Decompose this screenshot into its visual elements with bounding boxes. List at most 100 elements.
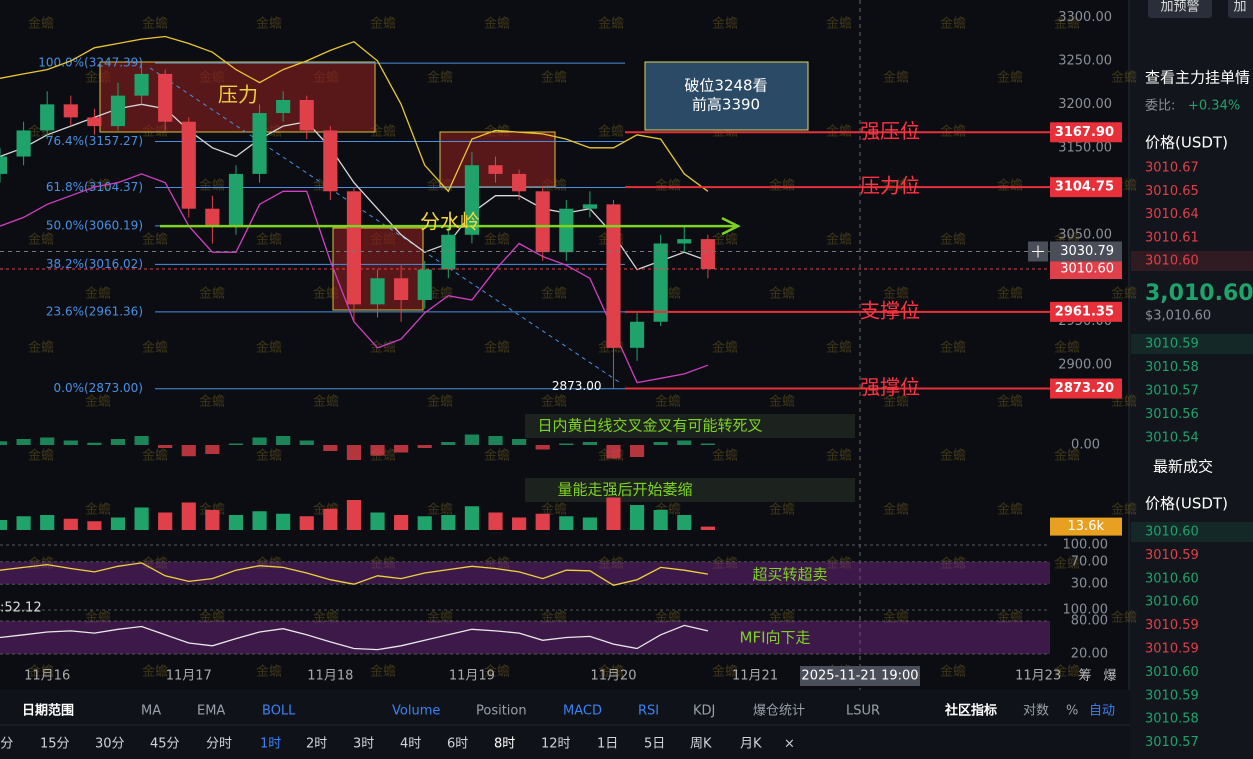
watermark: 金蟾 xyxy=(1111,70,1137,86)
macd-bar xyxy=(276,436,291,445)
row-highlight xyxy=(1131,251,1253,271)
toolbar-item[interactable]: BOLL xyxy=(262,704,296,719)
toolbar-item[interactable]: MA xyxy=(141,704,161,719)
candle-body xyxy=(252,113,267,174)
volume-bar xyxy=(559,516,574,530)
volume-bar xyxy=(630,505,645,530)
alert-button[interactable] xyxy=(1148,0,1212,18)
watermark: 金蟾 xyxy=(769,502,795,518)
watermark: 金蟾 xyxy=(199,178,225,194)
watermark: 金蟾 xyxy=(712,16,738,32)
toolbar-item[interactable]: Position xyxy=(476,704,527,719)
last-price-usd: $3,010.60 xyxy=(1145,309,1211,324)
watermark: 金蟾 xyxy=(655,394,681,410)
watermark: 金蟾 xyxy=(655,178,681,194)
fib-label: 100.0%(3247.39) xyxy=(38,56,143,70)
watermark: 金蟾 xyxy=(484,664,510,680)
timeframe[interactable]: 3时 xyxy=(353,737,374,752)
timeframe[interactable]: 0分 xyxy=(0,737,13,752)
sidebar: 3010.67 3010.65 3010.64 3010.61 3010.60 3010.… xyxy=(1131,161,1253,750)
watermark: 金蟾 xyxy=(712,232,738,248)
timeframe[interactable]: 45分 xyxy=(150,737,180,752)
watermark: 金蟾 xyxy=(370,124,396,140)
toolbar-item[interactable]: RSI xyxy=(638,704,659,719)
row-highlight xyxy=(1131,334,1253,354)
timeframe[interactable]: 1日 xyxy=(597,737,618,752)
volume-bar xyxy=(700,526,715,530)
toolbar-item[interactable]: LSUR xyxy=(846,704,880,719)
bid-price: 3010.57 xyxy=(1145,384,1199,399)
toolbar-item[interactable]: 社区指标 xyxy=(944,703,997,719)
macd-bar xyxy=(653,442,668,445)
candle-body xyxy=(582,204,597,209)
y-tick-label: 3150.00 xyxy=(1058,140,1112,155)
timeframe[interactable]: 月K xyxy=(740,737,762,752)
candle-body xyxy=(158,73,173,122)
watermark: 金蟾 xyxy=(883,178,909,194)
candle-body xyxy=(323,130,338,192)
macd-bar xyxy=(134,436,149,445)
watermark: 金蟾 xyxy=(142,664,168,680)
watermark: 金蟾 xyxy=(826,232,852,248)
trade-price: 3010.59 xyxy=(1145,618,1199,633)
macd-bar xyxy=(205,445,220,454)
watermark: 金蟾 xyxy=(28,232,54,248)
candle-body xyxy=(205,208,220,227)
timeframe[interactable]: 周K xyxy=(690,737,712,752)
candle-body xyxy=(87,117,102,127)
watermark: 金蟾 xyxy=(370,664,396,680)
toolbar-item[interactable]: % xyxy=(1066,704,1078,719)
toolbar-item[interactable]: 爆仓统计 xyxy=(753,704,805,719)
fib-label: 23.6%(2961.36) xyxy=(46,304,143,318)
level-name: 支撑位 xyxy=(860,298,920,322)
timeframe[interactable]: × xyxy=(784,737,795,752)
watermark: 金蟾 xyxy=(28,556,54,572)
toolbar-item[interactable]: Volume xyxy=(392,704,440,719)
timeframe[interactable]: 6时 xyxy=(447,737,468,752)
toolbar-item[interactable]: 对数 xyxy=(1023,704,1049,719)
watermark: 金蟾 xyxy=(142,556,168,572)
toolbar-item[interactable]: 自动 xyxy=(1089,704,1115,719)
watermark: 金蟾 xyxy=(199,286,225,302)
toolbar-item[interactable]: KDJ xyxy=(693,704,715,719)
timeframe[interactable]: 4时 xyxy=(400,737,421,752)
timeframe[interactable]: 5日 xyxy=(644,737,665,752)
y-tick-label: 30.00 xyxy=(1071,577,1108,592)
watermark: 金蟾 xyxy=(541,70,567,86)
watermark: 金蟾 xyxy=(370,16,396,32)
toolbar-item[interactable]: MACD xyxy=(563,704,602,719)
watermark: 金蟾 xyxy=(484,340,510,356)
candle-body xyxy=(700,239,715,270)
trades-header: 价格(USDT) xyxy=(1145,495,1228,513)
watermark: 金蟾 xyxy=(28,16,54,32)
volume-tag xyxy=(1050,517,1122,536)
timeframe[interactable]: 1时 xyxy=(260,737,281,752)
toolbar-item[interactable]: 日期范围 xyxy=(22,703,74,719)
volume-bar xyxy=(323,508,338,530)
toolbar-item[interactable]: EMA xyxy=(197,704,225,719)
volume-bar xyxy=(677,515,692,530)
y-tick-label: 20.00 xyxy=(1071,647,1108,662)
timeframe[interactable]: 2时 xyxy=(306,737,327,752)
watermark: 金蟾 xyxy=(826,340,852,356)
add-button-label[interactable]: 加 xyxy=(1233,0,1246,15)
timeframe[interactable]: 12时 xyxy=(541,737,571,752)
volume-bar xyxy=(653,510,668,530)
watermark: 金蟾 xyxy=(940,448,966,464)
volume-tag-label: 13.6k xyxy=(1068,519,1105,534)
macd-bar xyxy=(606,445,621,459)
alert-button-label[interactable]: 加预警 xyxy=(1160,0,1199,15)
timeframe[interactable]: 30分 xyxy=(95,737,125,752)
watermark: 金蟾 xyxy=(1111,286,1137,302)
add-button[interactable] xyxy=(1228,0,1253,18)
timeframe[interactable]: 15分 xyxy=(40,737,70,752)
candle-body xyxy=(228,173,244,227)
x-tick-label: 11月20 xyxy=(590,669,636,684)
candle-body xyxy=(630,321,645,348)
timeframe[interactable]: 8时 xyxy=(494,737,515,752)
panel-label: 日内黄白线交叉金叉有可能转死叉 xyxy=(537,417,762,435)
x-tick-label: 11月16 xyxy=(24,669,70,684)
macd-bar xyxy=(582,442,597,445)
timeframe[interactable]: 分时 xyxy=(206,737,232,752)
volume-bar xyxy=(441,515,456,530)
